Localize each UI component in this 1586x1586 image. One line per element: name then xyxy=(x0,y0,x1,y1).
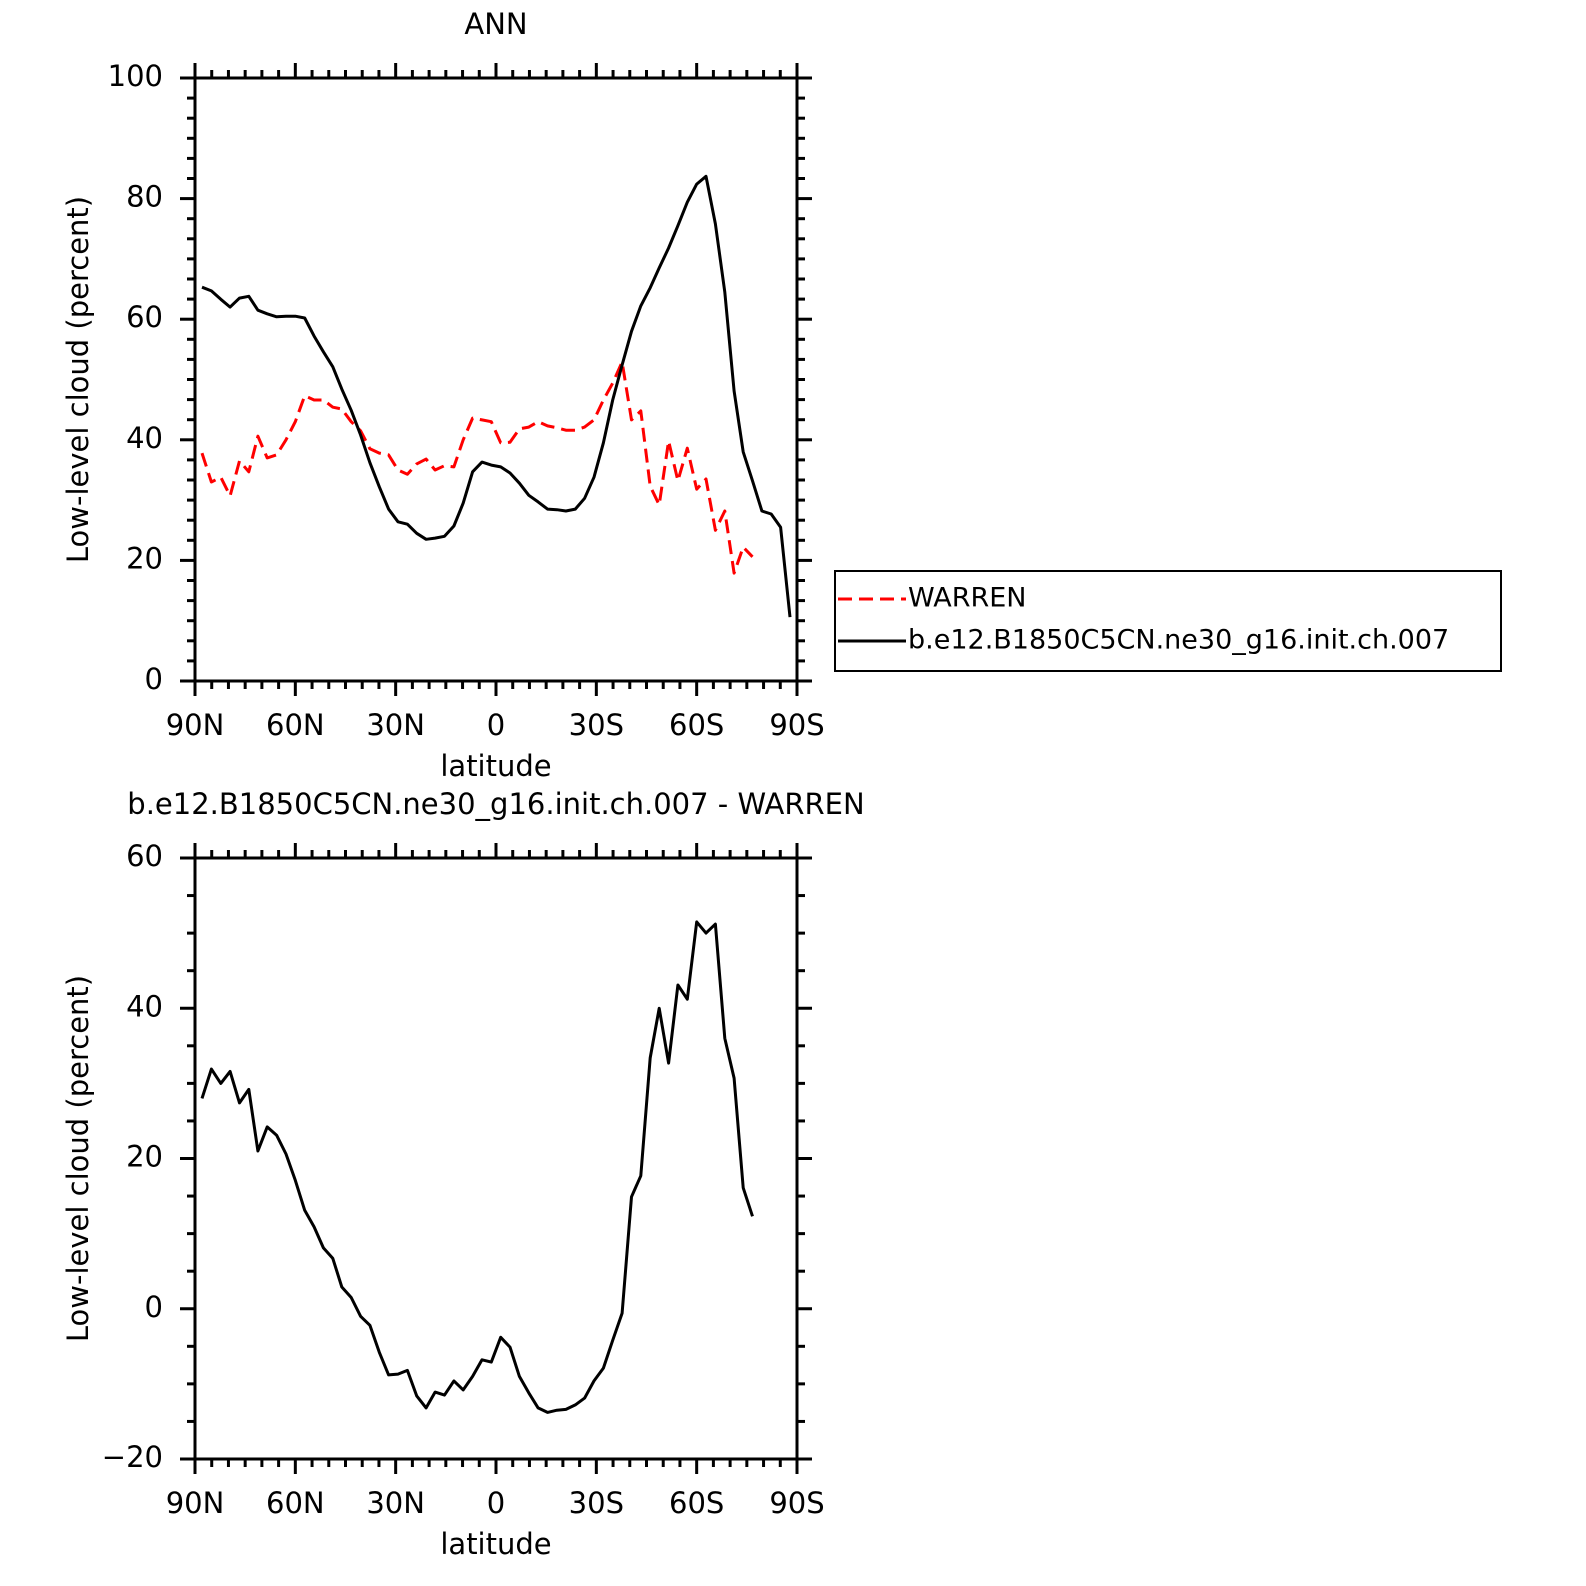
x-axis-label: latitude xyxy=(440,749,551,783)
chart-title: ANN xyxy=(464,7,527,41)
x-tick-label: 60N xyxy=(266,1486,325,1520)
x-tick-label: 90N xyxy=(166,1486,225,1520)
x-tick-label: 90S xyxy=(769,1486,824,1520)
data-line xyxy=(200,920,754,1414)
y-tick-label: 40 xyxy=(126,421,163,455)
x-tick-label: 0 xyxy=(487,1486,505,1520)
x-tick-label: 60S xyxy=(669,1486,724,1520)
y-tick-label: 20 xyxy=(126,541,163,575)
x-tick-label: 60N xyxy=(266,708,325,742)
y-axis-label: Low-level cloud (percent) xyxy=(61,975,95,1342)
y-tick-label: 40 xyxy=(126,989,163,1023)
data-line xyxy=(200,360,754,575)
chart-title: b.e12.B1850C5CN.ne30_g16.init.ch.007 - W… xyxy=(127,787,864,821)
y-tick-label: 80 xyxy=(126,180,163,214)
plot-frame xyxy=(193,76,799,683)
x-tick-label: 30S xyxy=(569,1486,624,1520)
x-tick-label: 0 xyxy=(487,708,505,742)
legend-label: b.e12.B1850C5CN.ne30_g16.init.ch.007 xyxy=(908,625,1449,656)
y-tick-label: 60 xyxy=(126,839,163,873)
y-tick-label: 20 xyxy=(126,1140,163,1174)
y-axis-label: Low-level cloud (percent) xyxy=(61,196,95,563)
x-tick-label: 30N xyxy=(366,1486,425,1520)
y-tick-label: −20 xyxy=(102,1440,163,1474)
y-tick-label: 0 xyxy=(145,1290,163,1324)
x-tick-label: 60S xyxy=(669,708,724,742)
y-tick-label: 60 xyxy=(126,300,163,334)
x-tick-label: 30S xyxy=(569,708,624,742)
legend-label: WARREN xyxy=(908,583,1026,614)
plot-frame xyxy=(193,856,799,1461)
x-tick-label: 30N xyxy=(366,708,425,742)
data-line xyxy=(201,174,792,618)
x-tick-label: 90N xyxy=(166,708,225,742)
y-tick-label: 0 xyxy=(145,662,163,696)
x-tick-label: 90S xyxy=(769,708,824,742)
x-axis-label: latitude xyxy=(440,1527,551,1561)
legend-box xyxy=(834,570,1502,672)
y-tick-label: 100 xyxy=(108,59,163,93)
